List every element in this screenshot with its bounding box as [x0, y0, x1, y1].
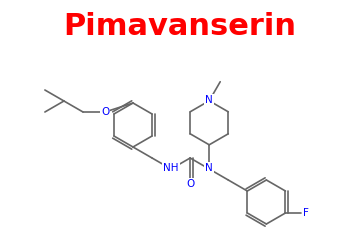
Text: N: N: [205, 95, 213, 105]
Text: F: F: [303, 208, 309, 218]
Text: O: O: [186, 179, 194, 189]
Text: N: N: [205, 163, 213, 173]
Text: O: O: [101, 107, 109, 117]
Text: NH: NH: [163, 163, 179, 173]
Text: Pimavanserin: Pimavanserin: [63, 12, 297, 41]
